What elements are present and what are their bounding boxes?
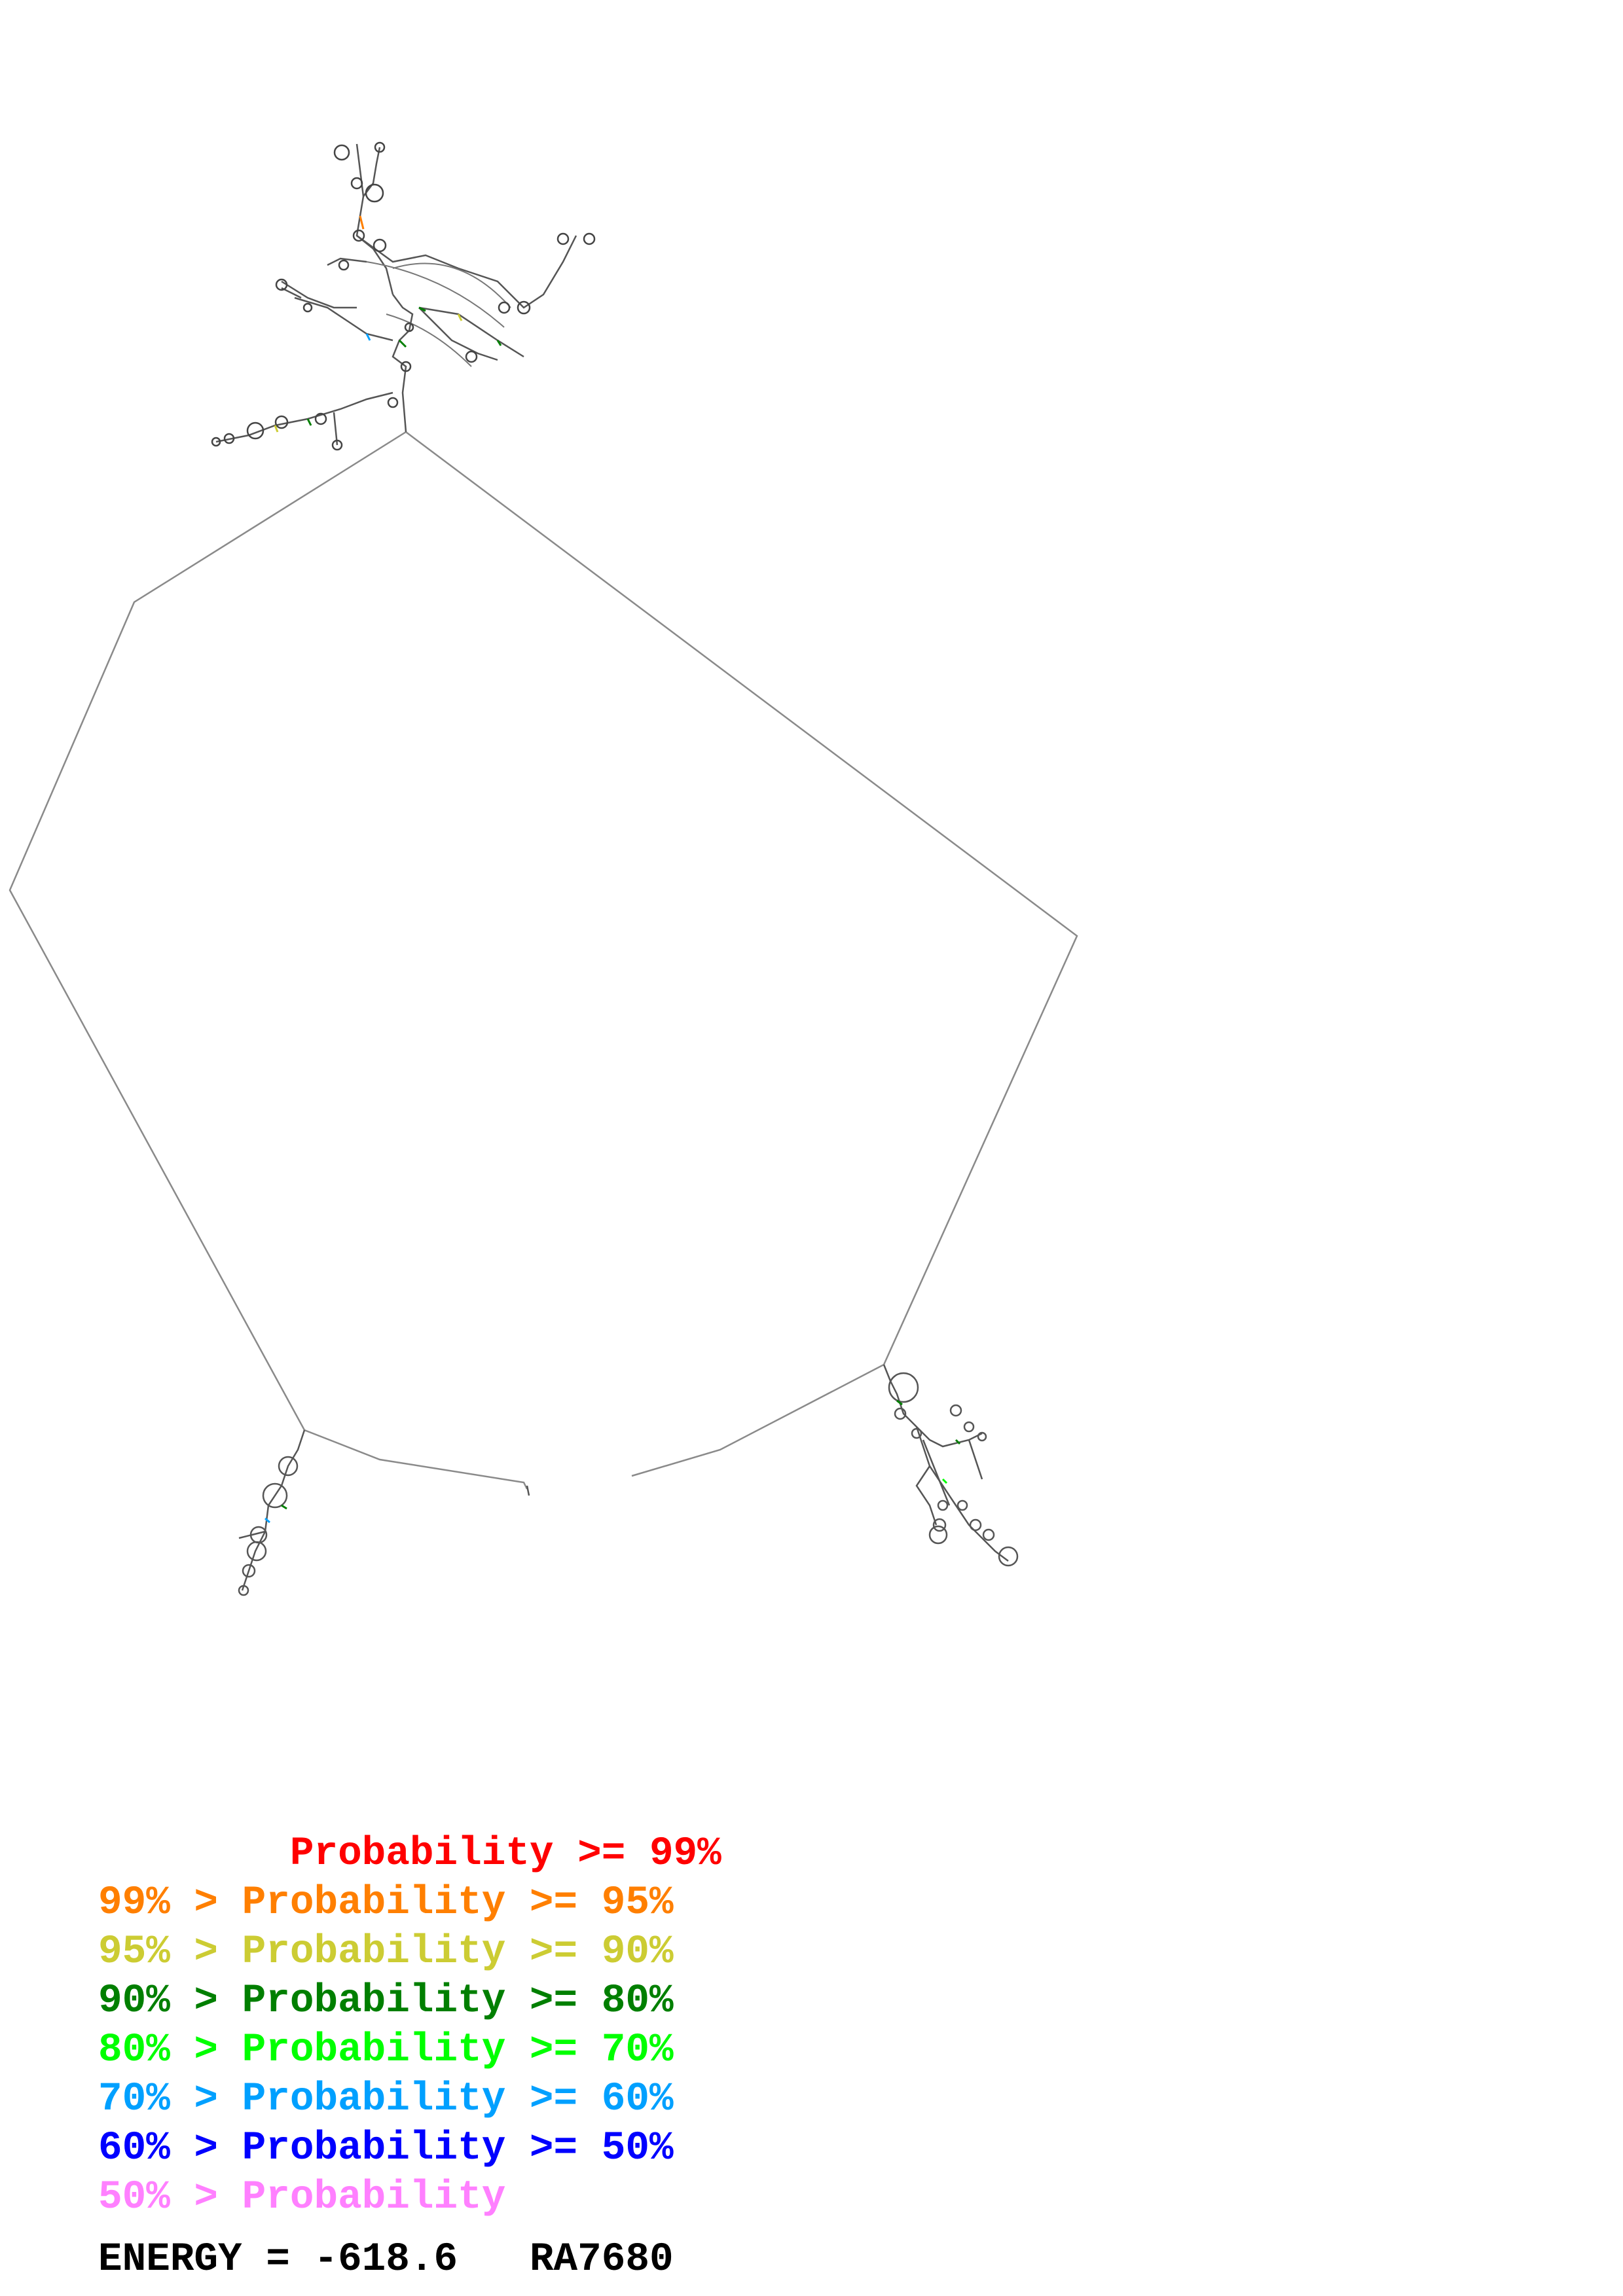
legend-threshold: 99% > (98, 1880, 242, 1926)
legend-row: 99% > Probability >= 95% (98, 1878, 721, 1928)
rna-secondary-structure-diagram (9, 141, 1078, 1596)
legend-threshold: 60% > (98, 2126, 242, 2171)
legend-label: Probability >= 95% (242, 1880, 674, 1926)
structure-id: RA7680 (529, 2237, 674, 2282)
bottom-left-colored-pairs (264, 1504, 287, 1524)
bottom-center-stem (526, 1485, 530, 1496)
energy-spacer (458, 2237, 530, 2282)
legend-label: Probability >= 70% (242, 2028, 674, 2073)
legend-threshold: 80% > (98, 2028, 242, 2073)
legend-threshold: 70% > (98, 2077, 242, 2122)
energy-label: ENERGY = (98, 2237, 314, 2282)
top-structure-cluster (215, 143, 577, 446)
legend-row: 50% > Probability (98, 2173, 721, 2222)
legend-row: 90% > Probability >= 80% (98, 1977, 721, 2026)
legend-label: Probability >= 50% (242, 2126, 674, 2171)
legend-threshold: 95% > (98, 1929, 242, 1975)
legend-row: 95% > Probability >= 90% (98, 1928, 721, 1977)
backbone-ring (9, 431, 528, 1490)
legend-row: 80% > Probability >= 70% (98, 2026, 721, 2075)
energy-value: -618.6 (314, 2237, 458, 2282)
top-cluster-colored-pairs (274, 215, 502, 433)
legend-label: Probability >= 90% (242, 1929, 674, 1975)
legend-label: Probability (242, 2175, 506, 2220)
legend-row: Probability >= 99% (98, 1829, 721, 1878)
bottom-right-colored-pairs (896, 1399, 961, 1484)
legend-label: Probability >= 80% (242, 1979, 674, 2024)
legend-row: 70% > Probability >= 60% (98, 2075, 721, 2124)
legend-threshold: 90% > (98, 1979, 242, 2024)
legend-threshold (98, 1831, 290, 1876)
energy-readout: ENERGY = -618.6 RA7680 (98, 2237, 674, 2282)
bottom-right-structure (883, 1364, 1019, 1567)
probability-legend: Probability >= 99% 99% > Probability >= 9… (98, 1829, 721, 2222)
backbone-ring-right (405, 431, 1078, 1477)
top-cluster-loops (211, 141, 596, 451)
legend-threshold: 50% > (98, 2175, 242, 2220)
legend-label: Probability >= 99% (289, 1831, 721, 1876)
bottom-left-structure (238, 1429, 306, 1596)
legend-label: Probability >= 60% (242, 2077, 674, 2122)
legend-row: 60% > Probability >= 50% (98, 2124, 721, 2173)
